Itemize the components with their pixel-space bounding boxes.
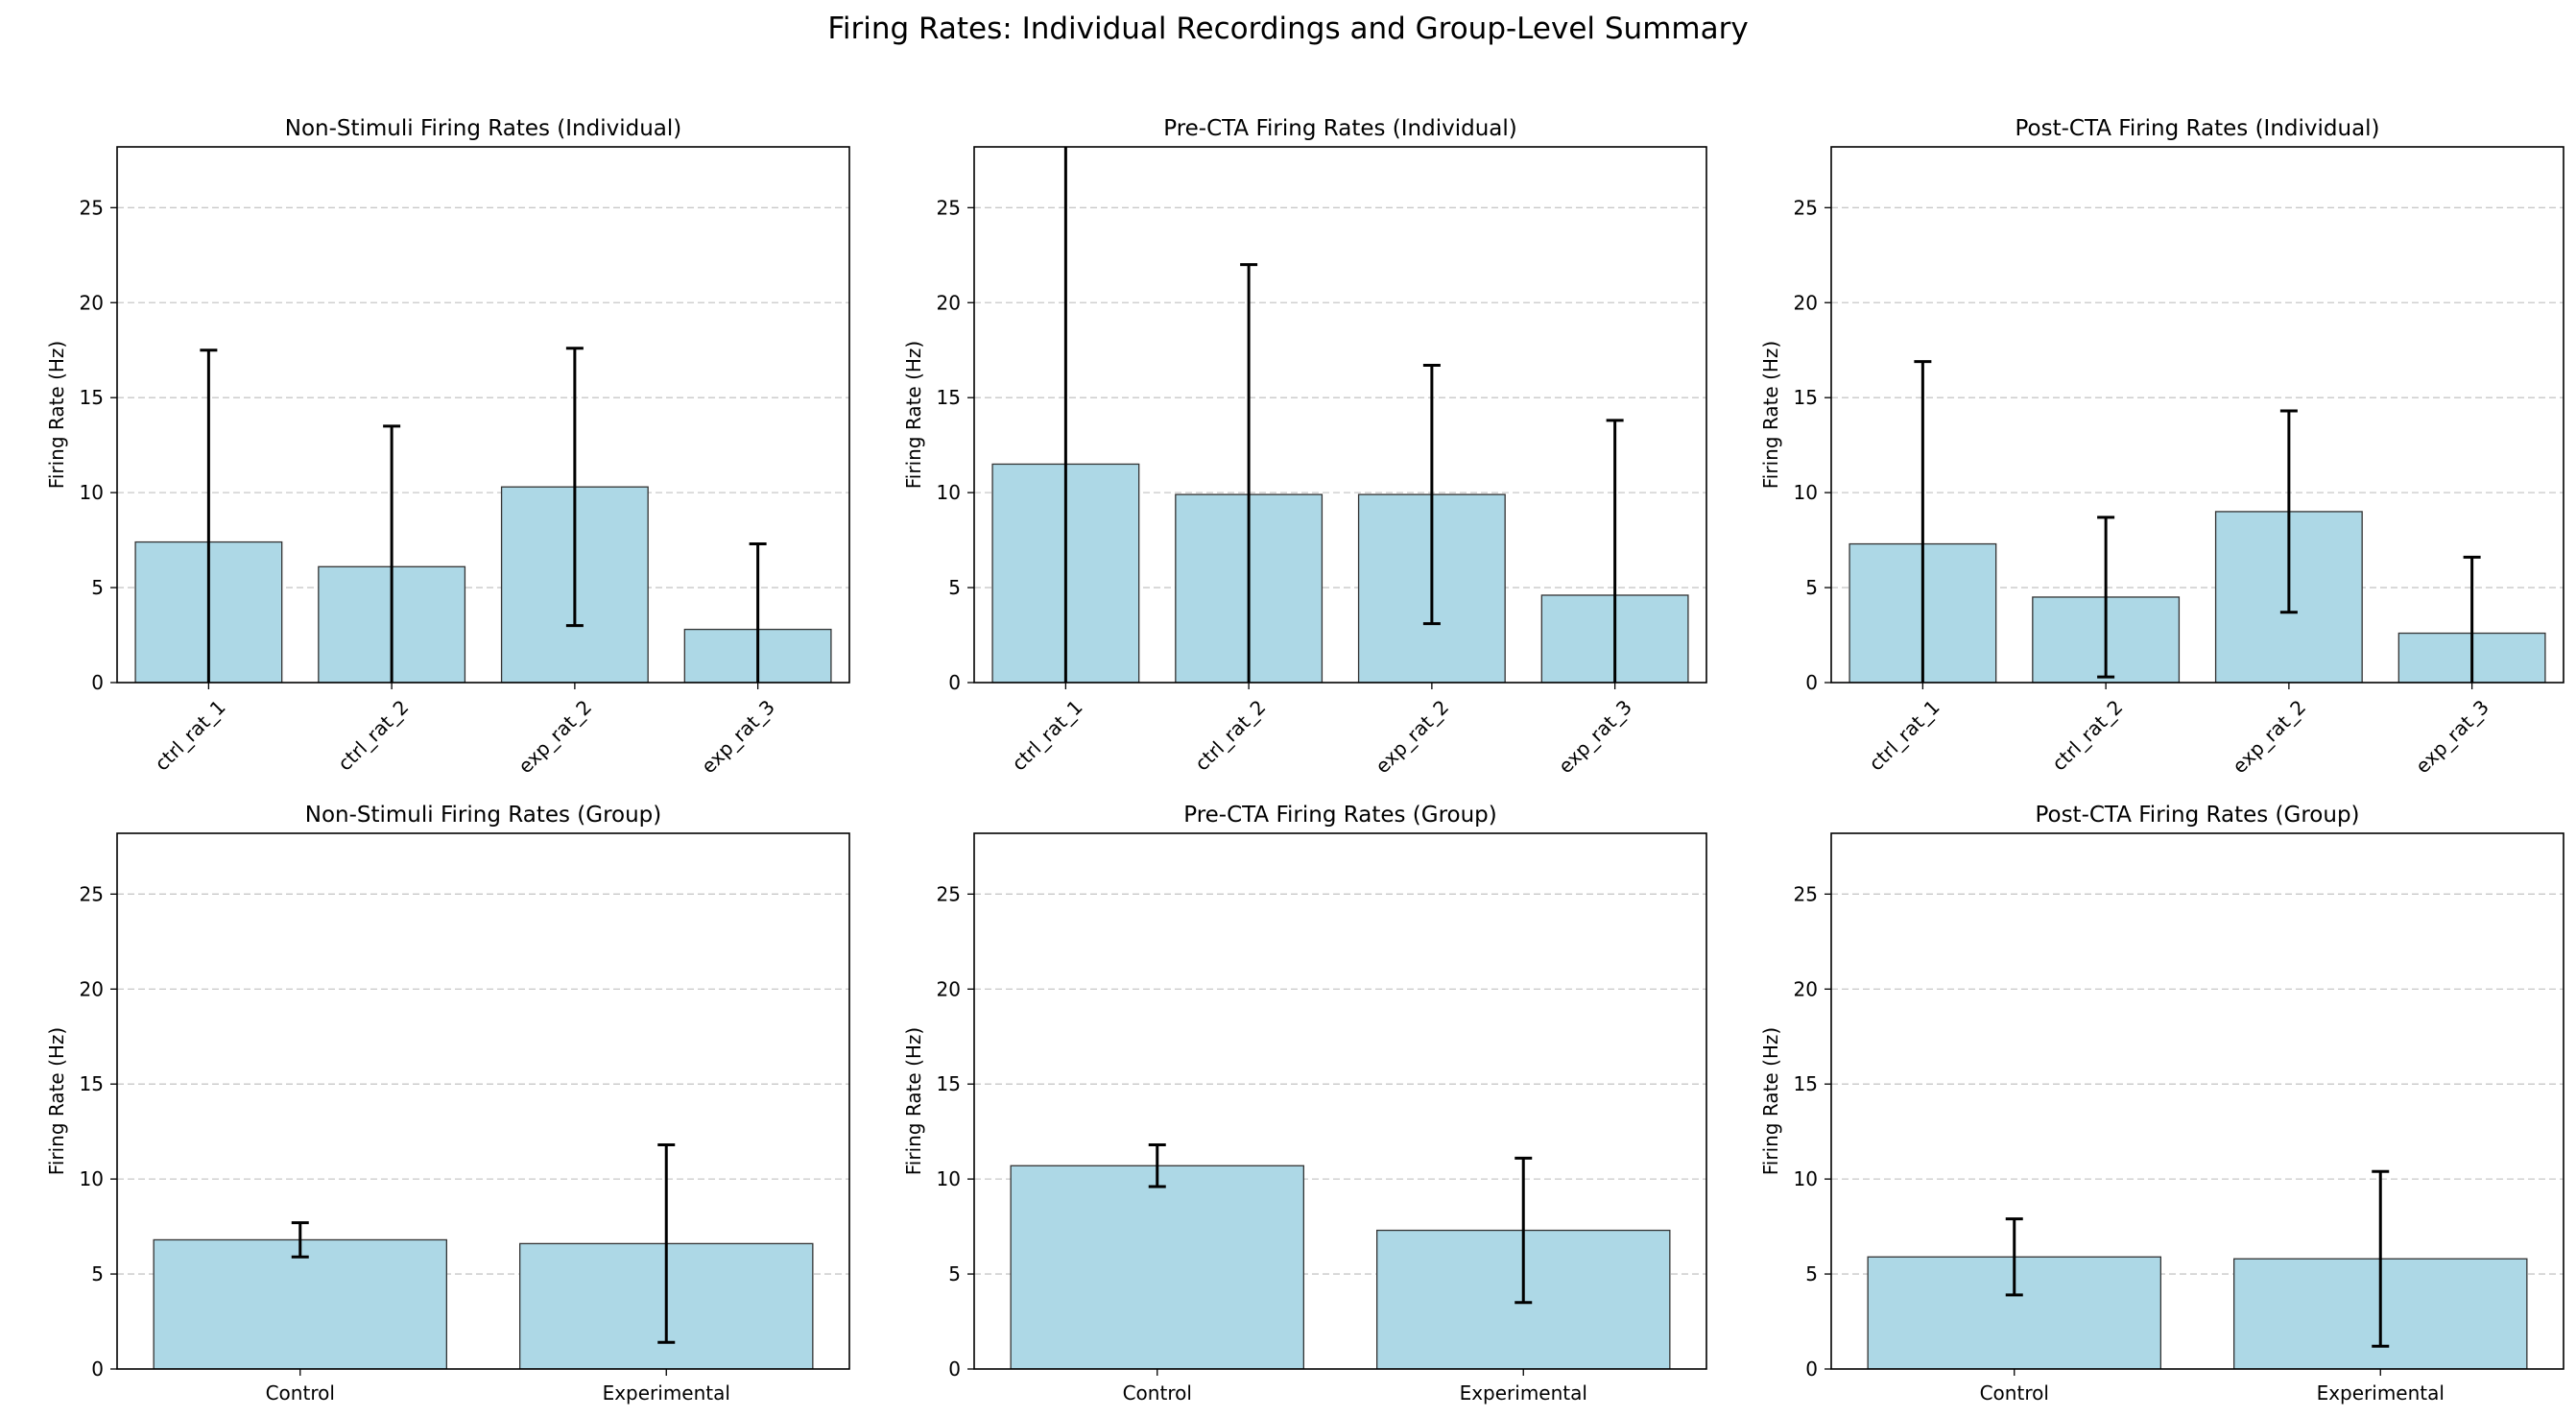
- y-tick-label: 0: [1805, 671, 1818, 694]
- x-tick-label: exp_rat_2: [2228, 695, 2310, 778]
- bars: [134, 347, 832, 683]
- x-tick-label: Experimental: [1460, 1381, 1587, 1405]
- y-tick-label: 20: [1794, 977, 1818, 1000]
- y-tick-label: 20: [80, 977, 104, 1000]
- x-tick-label: Control: [1980, 1381, 2049, 1405]
- y-tick-label: 25: [1794, 882, 1818, 905]
- y-tick-label: 25: [1794, 196, 1818, 219]
- axes-frame: [1830, 832, 2564, 1370]
- y-tick-label: 10: [1794, 481, 1818, 504]
- x-tick-label: ctrl_rat_1: [1007, 695, 1086, 775]
- y-tick-label: 0: [91, 671, 104, 694]
- bars: [1010, 1143, 1671, 1369]
- x-tick-label: exp_rat_2: [513, 695, 596, 778]
- y-tick-label: 20: [1794, 291, 1818, 314]
- y-tick-label: 15: [80, 1072, 104, 1095]
- x-tick-label: Experimental: [603, 1381, 730, 1405]
- bar: [153, 1238, 448, 1369]
- subplot-3: 0 5 10 15 20 25 ctrl_rat_1 ctrl_rat_2 exp_rat_2 e…: [1759, 116, 2564, 778]
- y-axis-label: Firing Rate (Hz): [1759, 1027, 1782, 1175]
- bars: [1849, 360, 2546, 683]
- subplot-grid: 0 5 10 15 20 25 ctrl_rat_1 ctrl_rat_2 exp_rat_2 e…: [45, 116, 2564, 1405]
- subplot-6: 0 5 10 15 20 25 Control Experimental Post-CTA Fi…: [1759, 803, 2564, 1405]
- y-tick-label: 5: [1805, 1262, 1818, 1285]
- x-tick-label: exp_rat_2: [1371, 695, 1453, 778]
- y-tick-label: 5: [948, 576, 961, 599]
- x-tick-label: ctrl_rat_1: [1864, 695, 1944, 775]
- y-tick-label: 0: [91, 1357, 104, 1381]
- y-tick-label: 15: [1794, 386, 1818, 409]
- y-tick-label: 15: [937, 386, 961, 409]
- x-tick-label: ctrl_rat_1: [150, 695, 229, 775]
- x-tick-label: Experimental: [2317, 1381, 2445, 1405]
- subplot-title: Non-Stimuli Firing Rates (Group): [305, 803, 662, 828]
- subplot-title: Post-CTA Firing Rates (Individual): [2015, 116, 2379, 141]
- bar: [1010, 1165, 1305, 1369]
- y-axis-label: Firing Rate (Hz): [902, 341, 925, 489]
- y-tick-label: 10: [1794, 1167, 1818, 1190]
- y-tick-label: 5: [91, 1262, 104, 1285]
- x-tick-label: exp_rat_3: [1554, 695, 1636, 778]
- subplot-title: Pre-CTA Firing Rates (Group): [1183, 803, 1497, 828]
- y-tick-label: 5: [91, 576, 104, 599]
- y-tick-label: 25: [937, 196, 961, 219]
- y-tick-label: 25: [80, 882, 104, 905]
- y-tick-label: 25: [80, 196, 104, 219]
- x-tick-label: exp_rat_3: [2411, 695, 2493, 778]
- bars: [153, 1143, 814, 1369]
- subplot-title: Post-CTA Firing Rates (Group): [2035, 803, 2359, 828]
- y-tick-label: 5: [1805, 576, 1818, 599]
- bars: [991, 147, 1689, 683]
- y-tick-label: 0: [1805, 1357, 1818, 1381]
- axes-frame: [973, 146, 1707, 684]
- y-tick-label: 5: [948, 1262, 961, 1285]
- y-tick-label: 0: [948, 671, 961, 694]
- y-tick-label: 10: [937, 481, 961, 504]
- y-axis-label: Firing Rate (Hz): [45, 341, 68, 489]
- y-tick-label: 25: [937, 882, 961, 905]
- y-tick-label: 15: [80, 386, 104, 409]
- x-tick-label: ctrl_rat_2: [333, 695, 413, 775]
- subplot-4: 0 5 10 15 20 25 Control Experimental Non-Stimuli…: [45, 803, 850, 1405]
- y-tick-label: 10: [80, 481, 104, 504]
- y-axis-label: Firing Rate (Hz): [902, 1027, 925, 1175]
- y-tick-label: 20: [80, 291, 104, 314]
- x-tick-label: Control: [266, 1381, 335, 1405]
- y-tick-label: 10: [937, 1167, 961, 1190]
- x-tick-label: ctrl_rat_2: [2047, 695, 2127, 775]
- x-tick-label: exp_rat_3: [697, 695, 779, 778]
- y-tick-label: 15: [1794, 1072, 1818, 1095]
- bars: [1867, 1169, 2528, 1369]
- axes-frame: [973, 832, 1707, 1370]
- y-tick-label: 20: [937, 291, 961, 314]
- y-axis-label: Firing Rate (Hz): [1759, 341, 1782, 489]
- y-tick-label: 15: [937, 1072, 961, 1095]
- y-axis-label: Firing Rate (Hz): [45, 1027, 68, 1175]
- subplot-title: Pre-CTA Firing Rates (Individual): [1163, 116, 1517, 141]
- y-tick-label: 10: [80, 1167, 104, 1190]
- x-tick-label: Control: [1123, 1381, 1192, 1405]
- figure-title: Firing Rates: Individual Recordings and …: [827, 12, 1748, 46]
- axes-frame: [1830, 146, 2564, 684]
- subplot-5: 0 5 10 15 20 25 Control Experimental Pre-CTA Fir…: [902, 803, 1707, 1405]
- axes-frame: [116, 832, 850, 1370]
- subplot-1: 0 5 10 15 20 25 ctrl_rat_1 ctrl_rat_2 exp_rat_2 e…: [45, 116, 850, 778]
- x-tick-label: ctrl_rat_2: [1190, 695, 1270, 775]
- y-tick-label: 20: [937, 977, 961, 1000]
- subplot-title: Non-Stimuli Firing Rates (Individual): [285, 116, 682, 141]
- axes-frame: [116, 146, 850, 684]
- y-tick-label: 0: [948, 1357, 961, 1381]
- subplot-2: 0 5 10 15 20 25 ctrl_rat_1 ctrl_rat_2 exp_rat_2 e…: [902, 116, 1707, 778]
